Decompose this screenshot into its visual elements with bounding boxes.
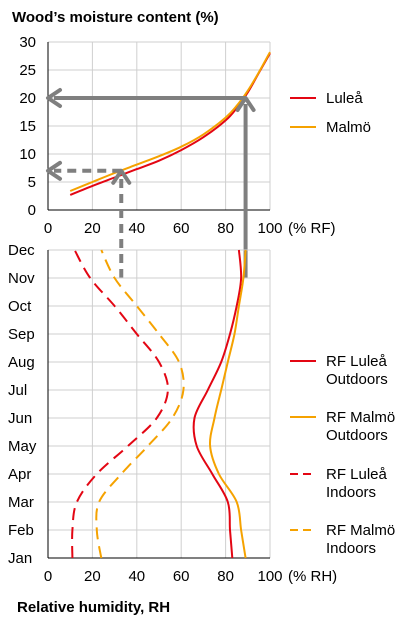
top-y-tick-label: 5 [28,174,36,191]
month-label: Sep [8,326,35,343]
bottom-x-tick-label: 80 [217,568,234,585]
month-label: Dec [8,242,35,259]
bottom-chart-x-axis-label: Relative humidity, RH [17,599,170,616]
top-x-tick-label: 0 [44,220,52,237]
top-y-tick-label: 15 [19,118,36,135]
top-series-line [69,52,271,196]
moisture-chart: 0 5 10 15 20 25 30 0 20 40 60 80 100 (% RF) Luleå Malmö [19,34,371,278]
bottom-x-tick-label: 100 [257,568,282,585]
top-y-tick-label: 30 [19,34,36,51]
month-label: Jun [8,410,32,427]
bottom-legend-label-line2: Indoors [326,540,376,557]
month-label: Nov [8,270,35,287]
month-label: Jul [8,382,27,399]
bottom-legend-label-line2: Outdoors [326,371,388,388]
month-label: Apr [8,466,31,483]
month-label: Aug [8,354,35,371]
bottom-legend-label-line2: Outdoors [326,427,388,444]
top-x-tick-label: 80 [217,220,234,237]
top-chart-y-axis-label: Wood’s moisture content (%) [12,9,219,26]
bottom-x-tick-label: 60 [173,568,190,585]
bottom-series-line [192,249,243,559]
bottom-legend-label-line1: RF Malmö [326,522,395,539]
month-label: Feb [8,522,34,539]
bottom-legend-label-line1: RF Luleå [326,466,388,483]
top-y-tick-label: 20 [19,90,36,107]
top-series-line [69,51,271,192]
month-label: Jan [8,550,32,567]
top-legend-label: Luleå [326,90,363,107]
top-legend-label: Malmö [326,119,371,136]
bottom-legend-label-line2: Indoors [326,484,376,501]
bottom-x-unit-label: (% RH) [288,568,337,585]
bottom-series-line [95,249,185,559]
annotation-arrowhead-left [46,88,62,108]
bottom-x-tick-label: 20 [84,568,101,585]
humidity-chart: Jan Feb Mar Apr May Jun Jul Aug Sep Oct Nov Dec 0 20 4… [8,242,395,585]
top-x-tick-label: 100 [257,220,282,237]
top-y-tick-label: 10 [19,146,36,163]
bottom-series-line [71,249,169,559]
bottom-series-line [208,249,247,559]
month-label: May [8,438,37,455]
bottom-x-tick-label: 0 [44,568,52,585]
top-x-unit-label: (% RF) [288,220,336,237]
month-label: Oct [8,298,32,315]
top-y-tick-label: 0 [28,202,36,219]
top-x-tick-label: 40 [128,220,145,237]
annotation-arrowhead-left [46,160,62,181]
bottom-legend-label-line1: RF Luleå [326,353,388,370]
month-label: Mar [8,494,34,511]
bottom-x-tick-label: 40 [128,568,145,585]
top-x-tick-label: 60 [173,220,190,237]
top-y-tick-label: 25 [19,62,36,79]
bottom-legend-label-line1: RF Malmö [326,409,395,426]
top-x-tick-label: 20 [84,220,101,237]
